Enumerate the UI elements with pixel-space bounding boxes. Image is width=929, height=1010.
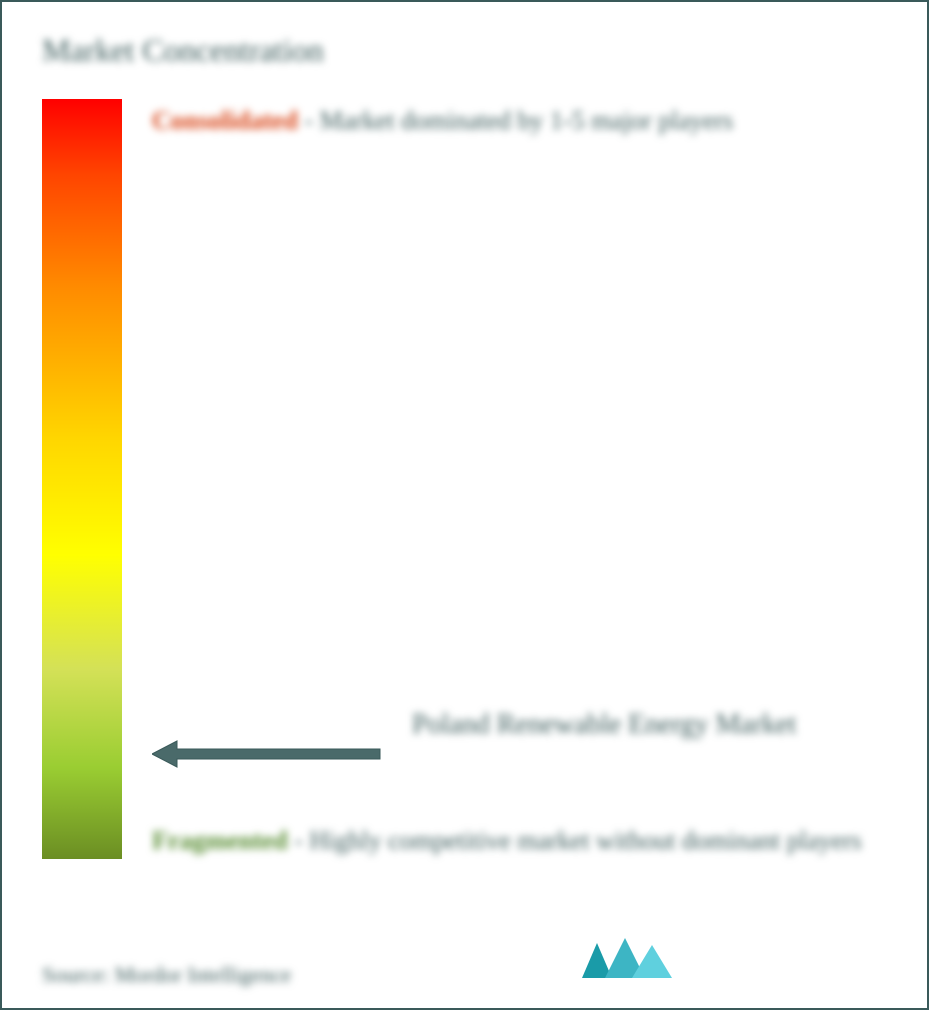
source-attribution: Source: Mordor Intelligence (42, 962, 291, 988)
consolidated-description: - Market dominated by 1-5 major players (304, 106, 733, 135)
fragmented-description: - Highly competitive market without domi… (294, 826, 862, 855)
mordor-logo-icon (577, 933, 677, 988)
infographic-container: Market Concentration Consolidated - Mark… (0, 0, 929, 1010)
consolidated-term: Consolidated (152, 106, 298, 135)
market-name-label: Poland Renewable Energy Market (412, 704, 796, 746)
position-arrow (152, 739, 382, 769)
concentration-gradient-bar (42, 99, 122, 859)
consolidated-label: Consolidated - Market dominated by 1-5 m… (152, 99, 867, 143)
fragmented-term: Fragmented (152, 826, 288, 855)
chart-title: Market Concentration (42, 32, 887, 69)
labels-area: Consolidated - Market dominated by 1-5 m… (152, 99, 887, 919)
content-area: Consolidated - Market dominated by 1-5 m… (42, 99, 887, 919)
fragmented-label: Fragmented - Highly competitive market w… (152, 819, 867, 863)
